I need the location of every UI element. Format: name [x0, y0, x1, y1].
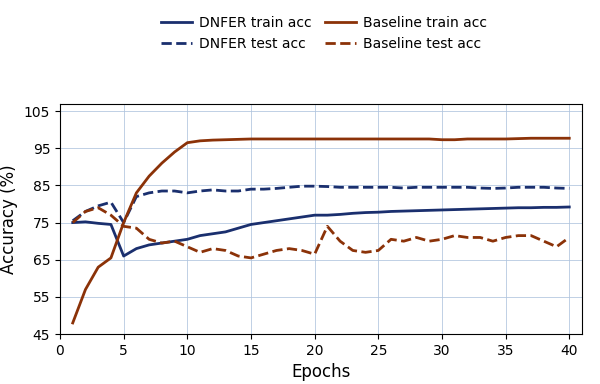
Legend: DNFER train acc, DNFER test acc, Baseline train acc, Baseline test acc: DNFER train acc, DNFER test acc, Baselin… — [155, 11, 493, 57]
X-axis label: Epochs: Epochs — [292, 363, 350, 381]
Y-axis label: Accuracy (%): Accuracy (%) — [1, 164, 19, 274]
